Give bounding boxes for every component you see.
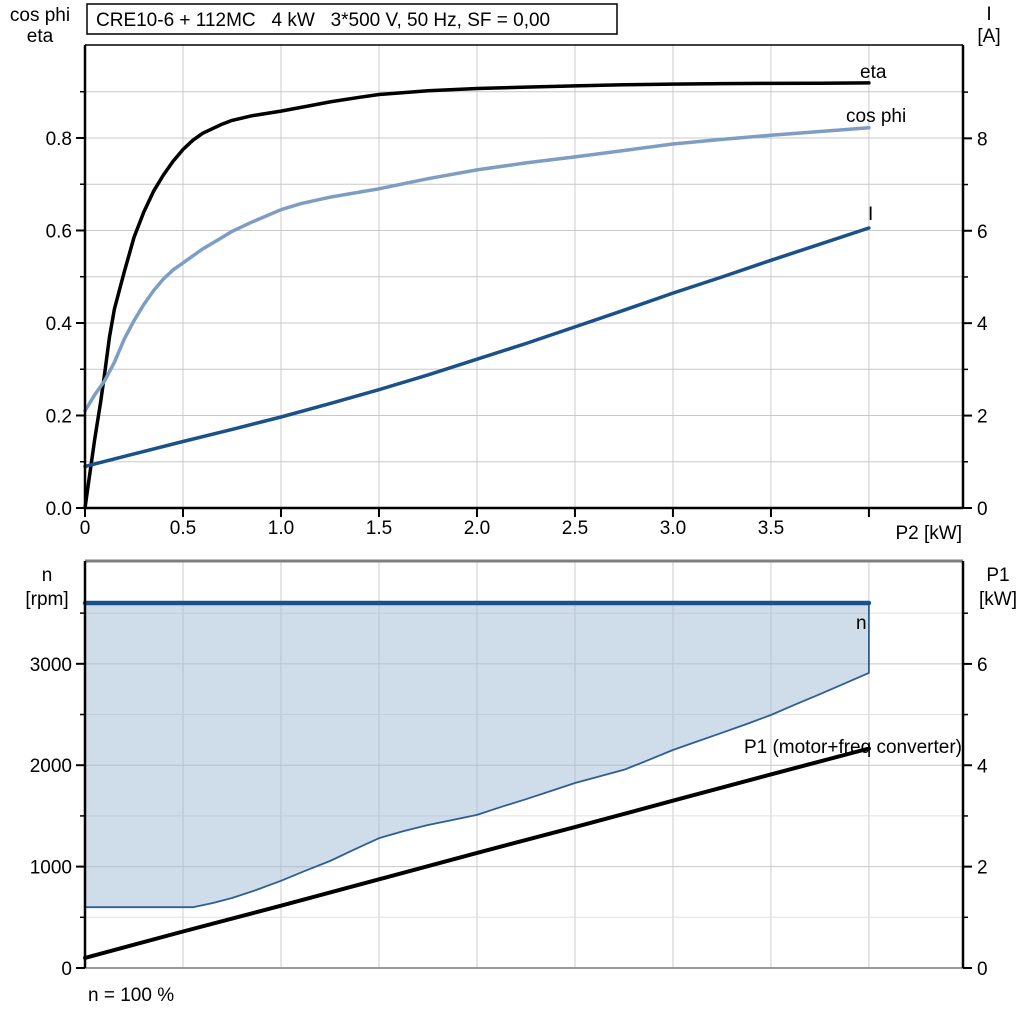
series-cos phi [83, 126, 871, 413]
series-I [83, 226, 871, 469]
speed-duty-range [84, 602, 870, 909]
y-left-tick-label: 0.8 [46, 129, 72, 150]
top-right-axis-label-line2: [A] [977, 26, 1000, 47]
speed-annotation: n = 100 % [88, 985, 174, 1006]
bottom-right-axis-label-line2: [kW] [979, 589, 1017, 610]
x-tick-label: 1.0 [268, 518, 294, 539]
ticks: 0.0 0.2 0.4 0.6 0.8 0 2 4 6 8 0 0.5 1.0 1.5 2.0 2.5 3.0 3… [46, 90, 988, 539]
y-left-tick-label: 0 [61, 959, 72, 980]
series-P1 [83, 746, 871, 960]
x-axis-label: P2 [kW] [895, 523, 962, 544]
cos-phi-curve-label: cos phi [846, 106, 906, 127]
chart-title: CRE10-6 + 112MC 4 kW 3*500 V, 50 Hz, SF … [96, 10, 550, 31]
bottom-left-axis-label-line1: n [42, 565, 53, 586]
y-right-tick-label: 0 [977, 499, 988, 520]
chart-title-box [86, 3, 618, 35]
p1-curve-label: P1 (motor+freq converter) [744, 737, 962, 758]
y-right-tick-label: 8 [977, 129, 988, 150]
chart-0: 0.0 0.2 0.4 0.6 0.8 0 2 4 6 8 0 0.5 1.0 1.5 2.0 2.5 3.0 3… [46, 44, 988, 539]
x-tick-label: 3.5 [758, 518, 784, 539]
y-right-tick-label: 0 [977, 959, 988, 980]
series-eta [83, 81, 871, 510]
bottom-right-axis-label-line1: P1 [986, 565, 1009, 586]
x-tick-label: 3.0 [660, 518, 686, 539]
chart-1: 0 1000 2000 3000 0 2 4 6 [30, 559, 988, 980]
eta-curve-label: eta [860, 62, 887, 83]
top-left-axis-label-line2: eta [27, 26, 54, 47]
y-left-tick-label: 0.0 [46, 499, 72, 520]
y-right-tick-label: 4 [977, 756, 988, 777]
y-left-tick-label: 2000 [30, 756, 72, 777]
x-tick-label: 0 [80, 518, 91, 539]
top-left-axis-label-line1: cos phi [10, 5, 70, 26]
y-left-tick-label: 0.6 [46, 221, 72, 242]
current-curve-label: I [868, 204, 873, 225]
grid [85, 45, 963, 508]
y-left-tick-label: 3000 [30, 655, 72, 676]
y-left-tick-label: 0.2 [46, 406, 72, 427]
y-right-tick-label: 2 [977, 858, 988, 879]
x-tick-label: 2.5 [562, 518, 588, 539]
y-right-tick-label: 2 [977, 407, 988, 428]
x-tick-label: 0.5 [170, 518, 196, 539]
ticks: 0 1000 2000 3000 0 2 4 6 [30, 612, 988, 980]
bottom-left-axis-label-line2: [rpm] [25, 589, 68, 610]
top-right-axis-label-line1: I [986, 4, 991, 25]
x-tick-label: 1.5 [366, 518, 392, 539]
y-left-tick-label: 1000 [30, 858, 72, 879]
chart-generated-layer: 0.0 0.2 0.4 0.6 0.8 0 2 4 6 8 0 0.5 1.0 1.5 2.0 2.5 3.0 3… [30, 44, 988, 980]
speed-curve-label: n [856, 613, 867, 634]
y-left-tick-label: 0.4 [46, 314, 73, 335]
y-right-tick-label: 4 [977, 314, 988, 335]
y-right-tick-label: 6 [977, 222, 988, 243]
x-tick-label: 2.0 [464, 518, 490, 539]
y-right-tick-label: 6 [977, 655, 988, 676]
